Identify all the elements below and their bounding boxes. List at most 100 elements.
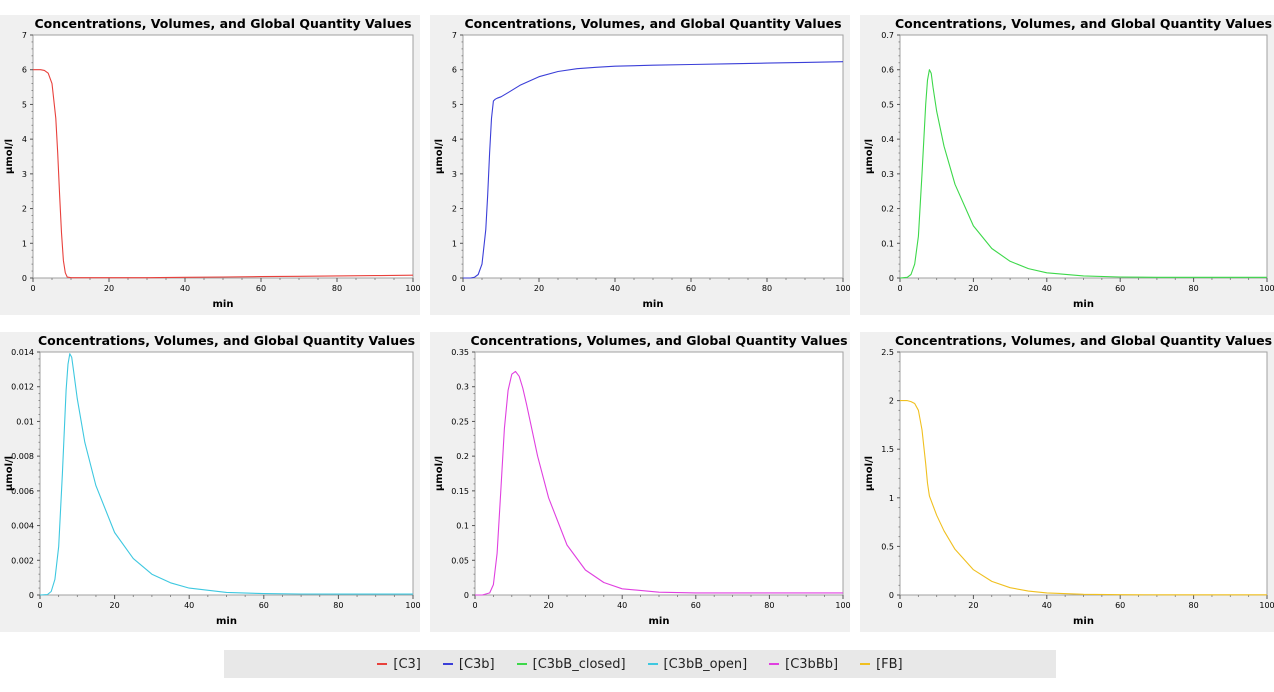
x-tick-label: 40 <box>1042 601 1052 610</box>
y-tick-label: 0.012 <box>11 383 34 392</box>
x-tick-label: 0 <box>897 284 902 293</box>
y-tick-label: 5 <box>22 100 27 109</box>
chart-title: Concentrations, Volumes, and Global Quan… <box>464 16 841 31</box>
y-tick-label: 0.5 <box>881 542 894 551</box>
y-tick-label: 1.5 <box>881 445 894 454</box>
x-axis-label: min <box>213 299 234 310</box>
chart-title: Concentrations, Volumes, and Global Quan… <box>895 333 1272 348</box>
y-tick-label: 0.2 <box>881 205 894 214</box>
series-line <box>900 400 1267 596</box>
chart-panel-c3bb-open: Concentrations, Volumes, and Global Quan… <box>0 332 421 632</box>
y-tick-label: 2 <box>22 205 27 214</box>
legend-item-c3bb-open[interactable]: [C3bB_open] <box>647 657 747 672</box>
y-tick-label: 0.3 <box>456 383 469 392</box>
y-tick-label: 0 <box>29 591 34 600</box>
legend-item-c3b[interactable]: [C3b] <box>442 657 495 672</box>
chart-c3b-svg: Concentrations, Volumes, and Global Quan… <box>434 16 851 310</box>
y-axis-label: µmol/l <box>4 139 15 174</box>
y-tick-label: 5 <box>452 100 457 109</box>
chart-panel-c3b: Concentrations, Volumes, and Global Quan… <box>430 15 851 315</box>
y-tick-label: 0.7 <box>881 31 894 40</box>
y-axis-label: µmol/l <box>864 456 875 491</box>
series-line <box>33 69 414 279</box>
y-tick-label: 0 <box>464 591 469 600</box>
chart-title: Concentrations, Volumes, and Global Quan… <box>38 333 415 348</box>
legend-item-fb[interactable]: [FB] <box>860 657 903 672</box>
plot-area <box>32 34 414 279</box>
plot-area <box>899 34 1268 279</box>
x-tick-label: 40 <box>610 284 620 293</box>
x-tick-label: 0 <box>472 601 477 610</box>
x-tick-label: 0 <box>897 601 902 610</box>
x-tick-label: 40 <box>617 601 627 610</box>
chart-c3bb-closed-svg: Concentrations, Volumes, and Global Quan… <box>864 16 1274 310</box>
y-tick-label: 6 <box>452 66 457 75</box>
chart-c3bb-open-svg: Concentrations, Volumes, and Global Quan… <box>4 333 421 627</box>
y-tick-label: 2 <box>452 205 457 214</box>
series-line <box>463 61 844 279</box>
y-tick-label: 0 <box>22 274 27 283</box>
y-tick-label: 7 <box>452 31 457 40</box>
x-tick-label: 80 <box>1189 284 1199 293</box>
legend-label: [C3] <box>393 656 421 672</box>
y-tick-label: 0 <box>889 274 894 283</box>
y-tick-label: 3 <box>452 170 457 179</box>
plot-area <box>462 34 844 279</box>
y-tick-label: 0 <box>452 274 457 283</box>
y-axis-label: µmol/l <box>864 139 875 174</box>
y-tick-label: 0.008 <box>11 452 34 461</box>
x-tick-label: 60 <box>691 601 701 610</box>
chart-title: Concentrations, Volumes, and Global Quan… <box>895 16 1272 31</box>
plot-area <box>474 351 844 596</box>
y-tick-label: 0 <box>889 591 894 600</box>
legend-swatch <box>647 663 658 665</box>
x-tick-label: 0 <box>460 284 465 293</box>
series-line <box>475 370 843 596</box>
y-tick-label: 0.004 <box>11 522 34 531</box>
legend-item-c3bbb[interactable]: [C3bBb] <box>769 657 838 672</box>
y-tick-label: 0.002 <box>11 556 34 565</box>
x-tick-label: 80 <box>764 601 774 610</box>
y-tick-label: 2.5 <box>881 348 894 357</box>
legend: [C3] [C3b] [C3bB_closed] [C3bB_open] [C3… <box>224 650 1056 678</box>
y-tick-label: 4 <box>22 135 27 144</box>
series-line <box>899 69 1267 279</box>
x-tick-label: 100 <box>1259 284 1274 293</box>
x-tick-label: 80 <box>332 284 342 293</box>
legend-item-c3[interactable]: [C3] <box>377 657 421 672</box>
x-tick-label: 60 <box>686 284 696 293</box>
y-tick-label: 0.6 <box>881 66 894 75</box>
y-tick-label: 4 <box>452 135 457 144</box>
series-line <box>39 353 413 596</box>
y-tick-label: 1 <box>889 494 894 503</box>
x-tick-label: 100 <box>1259 601 1274 610</box>
x-tick-label: 60 <box>1115 284 1125 293</box>
y-axis-label: µmol/l <box>4 456 15 491</box>
legend-item-c3bb-closed[interactable]: [C3bB_closed] <box>516 657 626 672</box>
y-tick-label: 0.4 <box>881 135 894 144</box>
y-tick-label: 2 <box>889 397 894 406</box>
legend-swatch <box>769 663 780 665</box>
y-tick-label: 0.006 <box>11 487 34 496</box>
x-tick-label: 80 <box>333 601 343 610</box>
x-tick-label: 60 <box>1115 601 1125 610</box>
x-tick-label: 40 <box>184 601 194 610</box>
x-axis-label: min <box>649 616 670 627</box>
x-tick-label: 20 <box>534 284 544 293</box>
x-tick-label: 100 <box>835 601 850 610</box>
y-axis-label: µmol/l <box>434 139 445 174</box>
x-tick-label: 20 <box>544 601 554 610</box>
chart-panel-c3bb-closed: Concentrations, Volumes, and Global Quan… <box>860 15 1274 315</box>
y-tick-label: 0.2 <box>456 452 469 461</box>
y-tick-label: 3 <box>22 170 27 179</box>
chart-panel-fb: Concentrations, Volumes, and Global Quan… <box>860 332 1274 632</box>
chart-c3-svg: Concentrations, Volumes, and Global Quan… <box>4 16 421 310</box>
x-axis-label: min <box>643 299 664 310</box>
x-tick-label: 20 <box>968 601 978 610</box>
x-tick-label: 20 <box>110 601 120 610</box>
x-tick-label: 80 <box>762 284 772 293</box>
y-tick-label: 0.1 <box>881 239 894 248</box>
x-tick-label: 40 <box>180 284 190 293</box>
y-tick-label: 0.01 <box>16 417 34 426</box>
legend-swatch <box>377 663 388 665</box>
